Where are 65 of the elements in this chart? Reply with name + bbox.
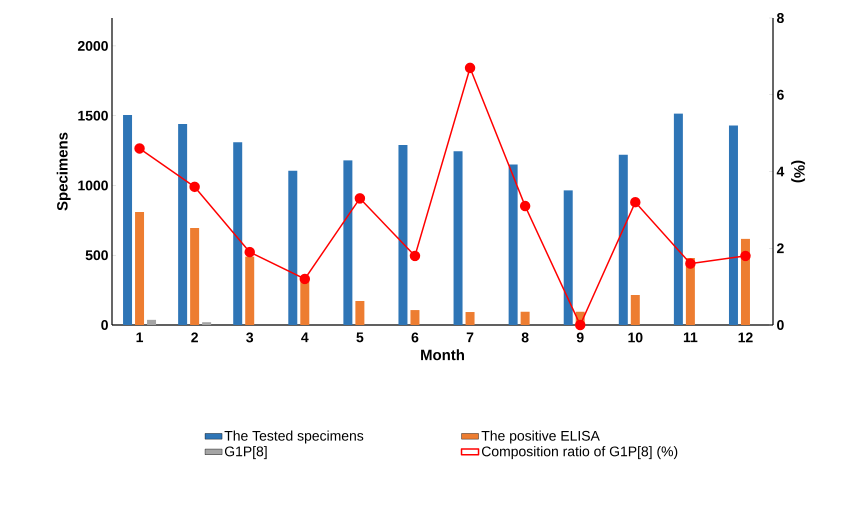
point [354, 193, 366, 204]
y2-tick-label: 2 [777, 243, 784, 254]
x-tick-label: 10 [628, 332, 642, 342]
bar [147, 320, 156, 325]
bar [343, 160, 352, 325]
x-tick-label: 12 [738, 332, 753, 342]
legend-label: The positive ELISA [482, 430, 600, 444]
x-tick-label: 5 [356, 332, 364, 342]
bar [674, 114, 683, 325]
bar [123, 114, 132, 325]
point [134, 143, 145, 154]
bar [728, 125, 738, 325]
point [630, 196, 641, 208]
y-tick-label: 0 [101, 320, 108, 330]
bar [233, 142, 242, 325]
bar [454, 151, 463, 325]
bar [520, 312, 530, 325]
y-tick-label: 1500 [78, 110, 108, 121]
point [189, 182, 200, 192]
y-tick-label: 1000 [78, 180, 108, 190]
x-tick-label: 3 [246, 332, 254, 342]
bar [288, 170, 298, 325]
x-tick-label: 6 [412, 332, 418, 342]
y2-tick-label: 0 [777, 320, 784, 330]
bar [410, 310, 420, 325]
x-tick-label: 11 [684, 332, 698, 342]
y2-tick-label: 6 [777, 90, 784, 100]
point [244, 246, 255, 258]
point [464, 62, 476, 74]
x-tick-label: 8 [522, 332, 529, 342]
bar [300, 280, 310, 325]
point [410, 250, 420, 262]
bar [135, 212, 144, 325]
x-tick-label: 4 [301, 332, 309, 342]
point [685, 258, 696, 269]
bar [508, 164, 518, 325]
y-tick-label: 2000 [78, 40, 108, 51]
point [574, 320, 586, 330]
x-tick-label: 1 [136, 332, 144, 342]
bar [178, 124, 188, 325]
x-axis-title: Month [421, 349, 464, 360]
y-tick-label: 500 [86, 250, 108, 260]
bar [190, 228, 200, 325]
bar [398, 144, 408, 325]
y2-tick-label: 4 [776, 166, 784, 176]
bar [466, 312, 475, 325]
x-tick-label: 7 [466, 332, 474, 342]
point [300, 274, 310, 284]
bar [740, 238, 750, 325]
legend-label: The Tested specimens [224, 430, 364, 444]
x-tick-label: 9 [576, 332, 584, 342]
y2-tick-label: 8 [776, 13, 784, 23]
bar [564, 190, 573, 325]
bar [245, 256, 254, 325]
point [520, 200, 530, 212]
legend-label: Composition ratio of G1P[8] (%) [482, 446, 678, 460]
legend-label: G1P[8] [224, 446, 267, 460]
bar [202, 322, 212, 325]
bar [630, 294, 640, 325]
y-axis-title: Specimens [56, 132, 71, 211]
point [740, 250, 751, 262]
x-tick-label: 2 [191, 332, 198, 342]
bar [355, 300, 364, 325]
y2-axis-title: (%) [791, 160, 806, 182]
bar [618, 154, 628, 325]
